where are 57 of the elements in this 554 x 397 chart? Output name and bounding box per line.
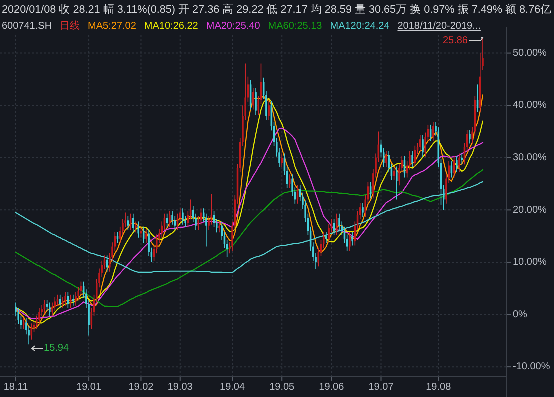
text: 2018/11/20-2019... xyxy=(398,21,481,32)
candlestick xyxy=(182,208,184,226)
x-tick-label: 19.03 xyxy=(168,382,194,393)
candlestick xyxy=(412,150,414,168)
annotation: 25.86 xyxy=(442,35,468,46)
candlestick xyxy=(422,135,424,158)
candlestick xyxy=(281,153,283,168)
y-tick-label: 40.00% xyxy=(513,100,548,112)
candlestick xyxy=(135,221,137,234)
candlestick xyxy=(458,153,460,173)
x-tick-label: 19.08 xyxy=(426,382,452,393)
candlestick xyxy=(252,88,254,110)
candlestick xyxy=(64,292,66,306)
candlestick xyxy=(362,202,364,218)
candlestick xyxy=(349,232,351,252)
text: MA5:27.02 xyxy=(88,21,137,32)
candlestick xyxy=(326,232,328,244)
text: 日线 xyxy=(60,20,80,32)
chart-subtitle: 600741.SH xyxy=(2,21,52,32)
x-tick-label: 19.07 xyxy=(368,382,394,393)
candlestick xyxy=(169,210,171,228)
candlestick xyxy=(386,150,388,168)
candlestick xyxy=(336,213,338,236)
candlestick xyxy=(456,156,458,173)
x-tick-label: 19.05 xyxy=(270,382,296,393)
candlestick xyxy=(268,101,270,121)
candlestick xyxy=(396,166,398,200)
x-tick-label: 19.02 xyxy=(128,382,154,393)
y-tick-label: 0% xyxy=(513,309,528,320)
candlestick xyxy=(432,122,434,142)
y-tick-label: 10.00% xyxy=(513,257,548,268)
candlestick xyxy=(255,88,257,116)
annotation: 15.94 xyxy=(44,343,70,354)
x-tick-label: 19.04 xyxy=(220,382,246,393)
candlestick xyxy=(72,294,74,306)
candlestick xyxy=(420,135,422,152)
candlestick xyxy=(352,232,354,246)
x-tick-label: 18.11 xyxy=(4,382,29,393)
y-tick-label: -10.00% xyxy=(513,362,550,373)
chart-title: 2020/01/08 收 28.21 幅 3.11%(0.85) 开 27.36 高 29.22 低 27.17 均 28.59 量 30.65万 换 0.97% 振 7.49% 额 8.76亿 xyxy=(2,3,552,16)
candlestick xyxy=(469,130,471,144)
x-tick-label: 19.06 xyxy=(319,382,345,393)
text: MA20:25.40 xyxy=(206,21,261,32)
x-tick-label: 19.01 xyxy=(76,382,102,393)
candlestick xyxy=(289,174,291,189)
y-tick-label: 50.00% xyxy=(513,48,548,59)
candlestick xyxy=(461,153,464,166)
text: MA10:26.22 xyxy=(144,21,199,32)
candlestick xyxy=(49,302,51,317)
y-tick-label: 20.00% xyxy=(513,204,548,216)
text: MA120:24.24 xyxy=(330,21,390,32)
candlestick xyxy=(138,221,140,238)
candlestick xyxy=(218,221,220,234)
y-tick-label: 30.00% xyxy=(513,152,548,164)
text: MA60:25.13 xyxy=(268,21,323,32)
candlestick xyxy=(146,229,148,244)
candlestick xyxy=(132,213,134,234)
